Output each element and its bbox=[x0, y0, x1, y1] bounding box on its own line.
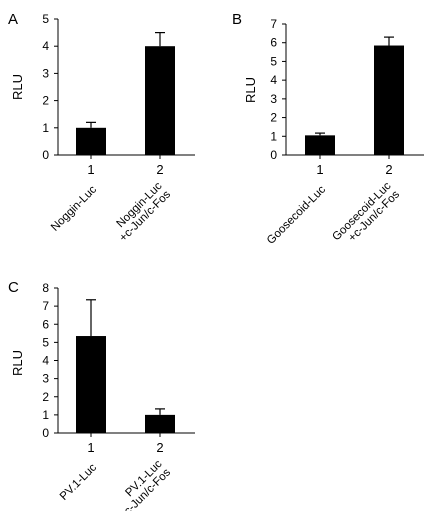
y-tick-label: 4 bbox=[270, 73, 277, 87]
y-axis-label: RLU bbox=[10, 74, 25, 100]
y-tick-label: 0 bbox=[42, 426, 49, 440]
y-tick-label: 5 bbox=[42, 335, 49, 349]
bar-number: 2 bbox=[156, 440, 163, 455]
category-label: Noggin-Luc bbox=[49, 183, 99, 233]
panel-letter: A bbox=[8, 11, 18, 28]
chart-panel-c: C RLU 0 1 2 3 4 5 6 7 8 1 PV.1-Luc 2 PV.1-Luc+c-Jun/c-… bbox=[8, 279, 195, 511]
y-tick-label: 5 bbox=[42, 12, 49, 26]
category-label: Goosecoid-Luc+c-Jun/c-Fos bbox=[330, 180, 402, 252]
y-tick-label: 1 bbox=[42, 121, 49, 135]
category-label: PV.1-Luc+c-Jun/c-Fos bbox=[109, 458, 173, 511]
bar-number: 2 bbox=[385, 162, 392, 177]
category-label-line: Noggin-Luc bbox=[49, 183, 99, 233]
bar bbox=[374, 45, 404, 156]
y-tick-label: 7 bbox=[270, 17, 277, 31]
y-axis-label: RLU bbox=[10, 350, 25, 376]
y-axis-label: RLU bbox=[243, 77, 258, 103]
category-label: PV.1-Luc bbox=[58, 461, 99, 502]
bar-number: 1 bbox=[316, 162, 323, 177]
y-tick-label: 0 bbox=[42, 148, 49, 162]
category-label: Noggin-Luc+c-Jun/c-Fos bbox=[109, 180, 173, 244]
y-tick-label: 0 bbox=[270, 148, 277, 162]
y-tick-label: 6 bbox=[270, 36, 277, 50]
y-tick-label: 5 bbox=[270, 54, 277, 68]
bar bbox=[76, 127, 106, 155]
y-tick-label: 6 bbox=[42, 317, 49, 331]
y-tick-label: 7 bbox=[42, 299, 49, 313]
y-tick-label: 2 bbox=[42, 390, 49, 404]
y-tick-label: 4 bbox=[42, 354, 49, 368]
y-tick-label: 1 bbox=[42, 408, 49, 422]
y-tick-label: 8 bbox=[42, 281, 49, 295]
y-tick-label: 3 bbox=[42, 372, 49, 386]
bar bbox=[145, 46, 175, 156]
chart-panel-a: A RLU 0 1 2 3 4 5 1 Noggin-Luc 2 Noggin-Luc+c-Jun/c… bbox=[8, 11, 195, 244]
y-tick-label: 2 bbox=[270, 111, 277, 125]
chart-panel-b: B RLU 0 1 2 3 4 5 6 7 1 Goosecoid-Luc 2 Goosecoid-Luc… bbox=[232, 11, 424, 252]
y-tick-label: 4 bbox=[42, 39, 49, 53]
bar-number: 1 bbox=[87, 440, 94, 455]
bar-number: 2 bbox=[156, 162, 163, 177]
bar bbox=[145, 414, 175, 433]
panel-letter: C bbox=[8, 279, 19, 296]
panel-letter: B bbox=[232, 11, 242, 28]
category-label-line: PV.1-Luc bbox=[58, 461, 99, 502]
bar bbox=[76, 336, 106, 433]
bar bbox=[305, 135, 335, 155]
category-label-line: Goosecoid-Luc bbox=[265, 183, 328, 246]
y-tick-label: 1 bbox=[270, 129, 277, 143]
category-label: Goosecoid-Luc bbox=[265, 183, 328, 246]
y-tick-label: 2 bbox=[42, 94, 49, 108]
y-tick-label: 3 bbox=[270, 92, 277, 106]
y-tick-label: 3 bbox=[42, 66, 49, 80]
bar-number: 1 bbox=[87, 162, 94, 177]
